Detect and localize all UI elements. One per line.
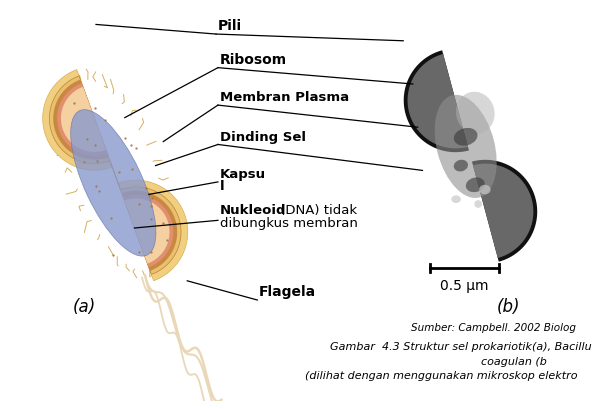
Text: Nukleoid: Nukleoid xyxy=(220,204,286,217)
Text: dibungkus membran: dibungkus membran xyxy=(220,216,358,229)
Ellipse shape xyxy=(71,110,156,256)
Text: (a): (a) xyxy=(73,297,96,315)
Ellipse shape xyxy=(479,185,490,195)
Ellipse shape xyxy=(435,96,496,198)
Text: Ribosom: Ribosom xyxy=(220,53,287,67)
PathPatch shape xyxy=(61,88,169,264)
Ellipse shape xyxy=(474,201,482,208)
PathPatch shape xyxy=(57,84,173,267)
Text: 0.5 μm: 0.5 μm xyxy=(440,278,489,292)
Text: Kapsu: Kapsu xyxy=(220,168,266,180)
PathPatch shape xyxy=(408,55,533,258)
Ellipse shape xyxy=(456,92,495,135)
Text: Dinding Sel: Dinding Sel xyxy=(220,130,306,143)
Text: Pili: Pili xyxy=(218,19,242,33)
PathPatch shape xyxy=(49,77,181,275)
Text: (b): (b) xyxy=(497,297,521,315)
Text: Membran Plasma: Membran Plasma xyxy=(220,91,349,104)
Text: Sumber: Campbell. 2002 Biolog: Sumber: Campbell. 2002 Biolog xyxy=(411,322,576,332)
Ellipse shape xyxy=(466,178,485,193)
Text: Gambar  4.3 Struktur sel prokariotik(a), Bacillu: Gambar 4.3 Struktur sel prokariotik(a), … xyxy=(330,342,592,351)
Text: (dilihat dengan menggunakan mikroskop elektro: (dilihat dengan menggunakan mikroskop el… xyxy=(306,370,578,380)
Ellipse shape xyxy=(454,128,477,146)
PathPatch shape xyxy=(403,51,537,262)
PathPatch shape xyxy=(43,70,188,281)
Text: coagulan (b: coagulan (b xyxy=(480,356,546,366)
Ellipse shape xyxy=(454,160,468,172)
Text: (DNA) tidak: (DNA) tidak xyxy=(275,204,357,217)
Ellipse shape xyxy=(452,196,461,204)
Text: Flagela: Flagela xyxy=(259,284,317,298)
PathPatch shape xyxy=(53,80,177,271)
Text: l: l xyxy=(220,179,224,192)
